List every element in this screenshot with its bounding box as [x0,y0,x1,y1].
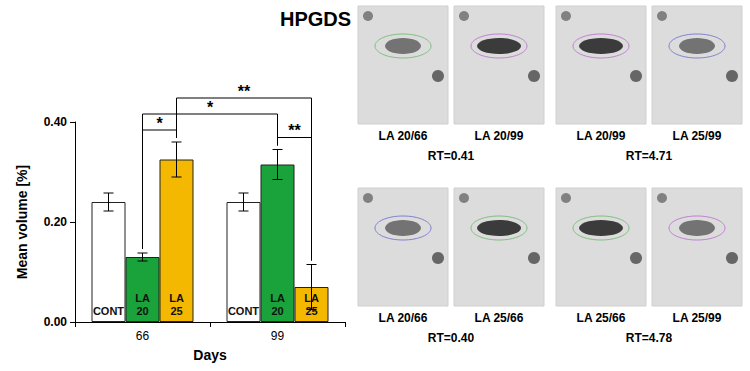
svg-text:LA 20/99: LA 20/99 [475,129,524,143]
svg-text:RT=0.41: RT=0.41 [428,149,475,163]
svg-text:RT=4.71: RT=4.71 [626,149,673,163]
svg-text:66: 66 [136,329,150,343]
svg-text:HPGDS: HPGDS [280,8,351,30]
svg-text:*: * [156,115,163,132]
svg-text:CONT: CONT [228,305,259,317]
svg-text:25: 25 [305,304,318,317]
svg-text:LA 25/66: LA 25/66 [475,311,524,325]
svg-text:20: 20 [271,305,283,317]
svg-text:LA 25/99: LA 25/99 [673,311,722,325]
svg-text:**: ** [238,83,251,100]
svg-text:LA 25/66: LA 25/66 [577,311,626,325]
svg-text:RT=4.78: RT=4.78 [626,331,673,345]
svg-text:LA 20/99: LA 20/99 [577,129,626,143]
svg-text:LA: LA [270,292,285,304]
svg-text:**: ** [288,122,301,139]
svg-text:0.40: 0.40 [44,115,68,129]
svg-text:LA 20/66: LA 20/66 [379,129,428,143]
svg-text:Days: Days [193,347,227,363]
svg-text:LA: LA [169,292,184,304]
svg-text:*: * [207,99,214,116]
svg-text:CONT: CONT [93,305,124,317]
svg-text:0.00: 0.00 [44,315,68,329]
svg-text:RT=0.40: RT=0.40 [428,331,475,345]
svg-text:20: 20 [136,305,148,317]
svg-text:25: 25 [170,305,182,317]
svg-text:0.20: 0.20 [44,215,68,229]
svg-text:LA 25/99: LA 25/99 [673,129,722,143]
svg-text:99: 99 [271,329,285,343]
svg-text:LA: LA [304,291,319,304]
svg-text:LA 20/66: LA 20/66 [379,311,428,325]
svg-text:Mean volume [%]: Mean volume [%] [14,165,30,279]
svg-text:LA: LA [135,292,150,304]
